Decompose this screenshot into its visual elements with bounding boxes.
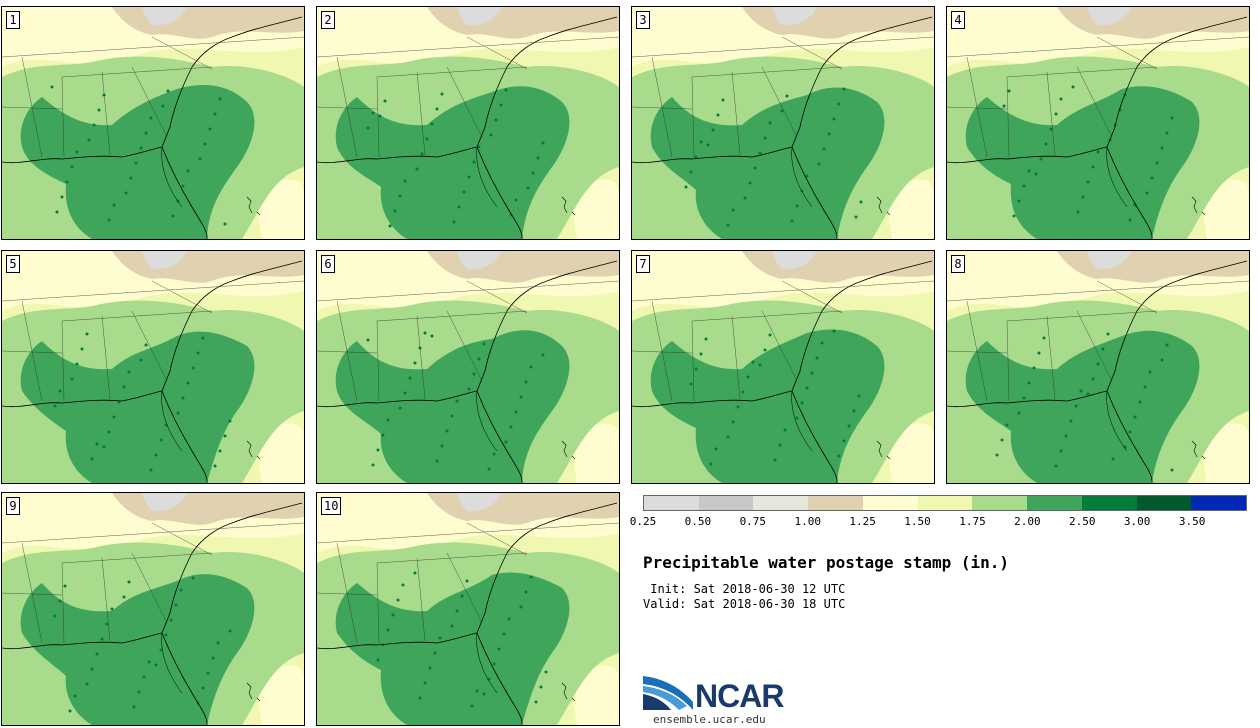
- legend-tick-label: 1.50: [904, 515, 931, 528]
- valid-time: Valid: Sat 2018-06-30 18 UTC: [643, 597, 846, 611]
- legend-tick-label: 0.50: [684, 515, 712, 528]
- stamp-panel-6: 6: [316, 250, 620, 484]
- stamp-panel-7: 7: [631, 250, 935, 484]
- legend-swatch: [1027, 496, 1082, 510]
- member-number-label: 8: [951, 255, 965, 273]
- member-number-label: 4: [951, 11, 965, 29]
- stamp-panel-10: 10: [316, 492, 620, 726]
- member-number-label: 7: [636, 255, 650, 273]
- legend-swatch: [1081, 496, 1137, 510]
- member-number-label: 2: [321, 11, 335, 29]
- legend-tick-label: 0.75: [739, 515, 767, 528]
- logo-url: ensemble.ucar.edu: [653, 713, 766, 726]
- legend-swatch: [917, 496, 973, 510]
- map-title: Precipitable water postage stamp (in.): [643, 553, 1010, 572]
- member-number-label: 5: [6, 255, 20, 273]
- logo-wordmark: NCAR: [695, 678, 784, 714]
- legend-swatch: [972, 496, 1028, 510]
- stamp-panel-3: 3: [631, 6, 935, 240]
- init-time: Init: Sat 2018-06-30 12 UTC: [643, 582, 846, 596]
- legend-swatch: [1191, 496, 1247, 510]
- member-number-label: 10: [321, 497, 342, 515]
- legend-tick-label: 0.25: [629, 515, 657, 528]
- legend-tick-label: 1.25: [849, 515, 876, 528]
- member-number-label: 9: [6, 497, 20, 515]
- member-number-label: 6: [321, 255, 335, 273]
- stamp-panel-1: 1: [1, 6, 305, 240]
- legend-tick-label: 1.75: [959, 515, 986, 528]
- stamp-panel-2: 2: [316, 6, 620, 240]
- member-number-label: 1: [6, 11, 20, 29]
- ncar-swoosh-icon: [643, 676, 693, 710]
- legend-tick-label: 1.00: [794, 515, 821, 528]
- ncar-logo[interactable]: NCAR ensemble.ucar.edu: [643, 672, 803, 726]
- legend-color-bar: [643, 495, 1247, 511]
- legend-swatch: [753, 496, 809, 510]
- legend-swatch: [698, 496, 754, 510]
- legend-tick-label: 2.00: [1014, 515, 1041, 528]
- color-legend: 0.25 0.50 0.75 1.00 1.25 1.50 1.75 2.00 2.50 3.00…: [630, 495, 1249, 528]
- legend-tick-label: 3.00: [1123, 515, 1151, 528]
- stamp-panel-9: 9: [1, 492, 305, 726]
- legend-swatch: [1136, 496, 1192, 510]
- legend-swatch: [862, 496, 918, 510]
- stamp-panel-8: 8: [946, 250, 1250, 484]
- stamp-panel-5: 5: [1, 250, 305, 484]
- stamp-panel-4: 4: [946, 6, 1250, 240]
- legend-swatch: [644, 496, 699, 510]
- legend-tick-label: 2.50: [1069, 515, 1096, 528]
- legend-tick-label: 3.50: [1178, 515, 1206, 528]
- legend-swatch: [808, 496, 863, 510]
- member-number-label: 3: [636, 11, 650, 29]
